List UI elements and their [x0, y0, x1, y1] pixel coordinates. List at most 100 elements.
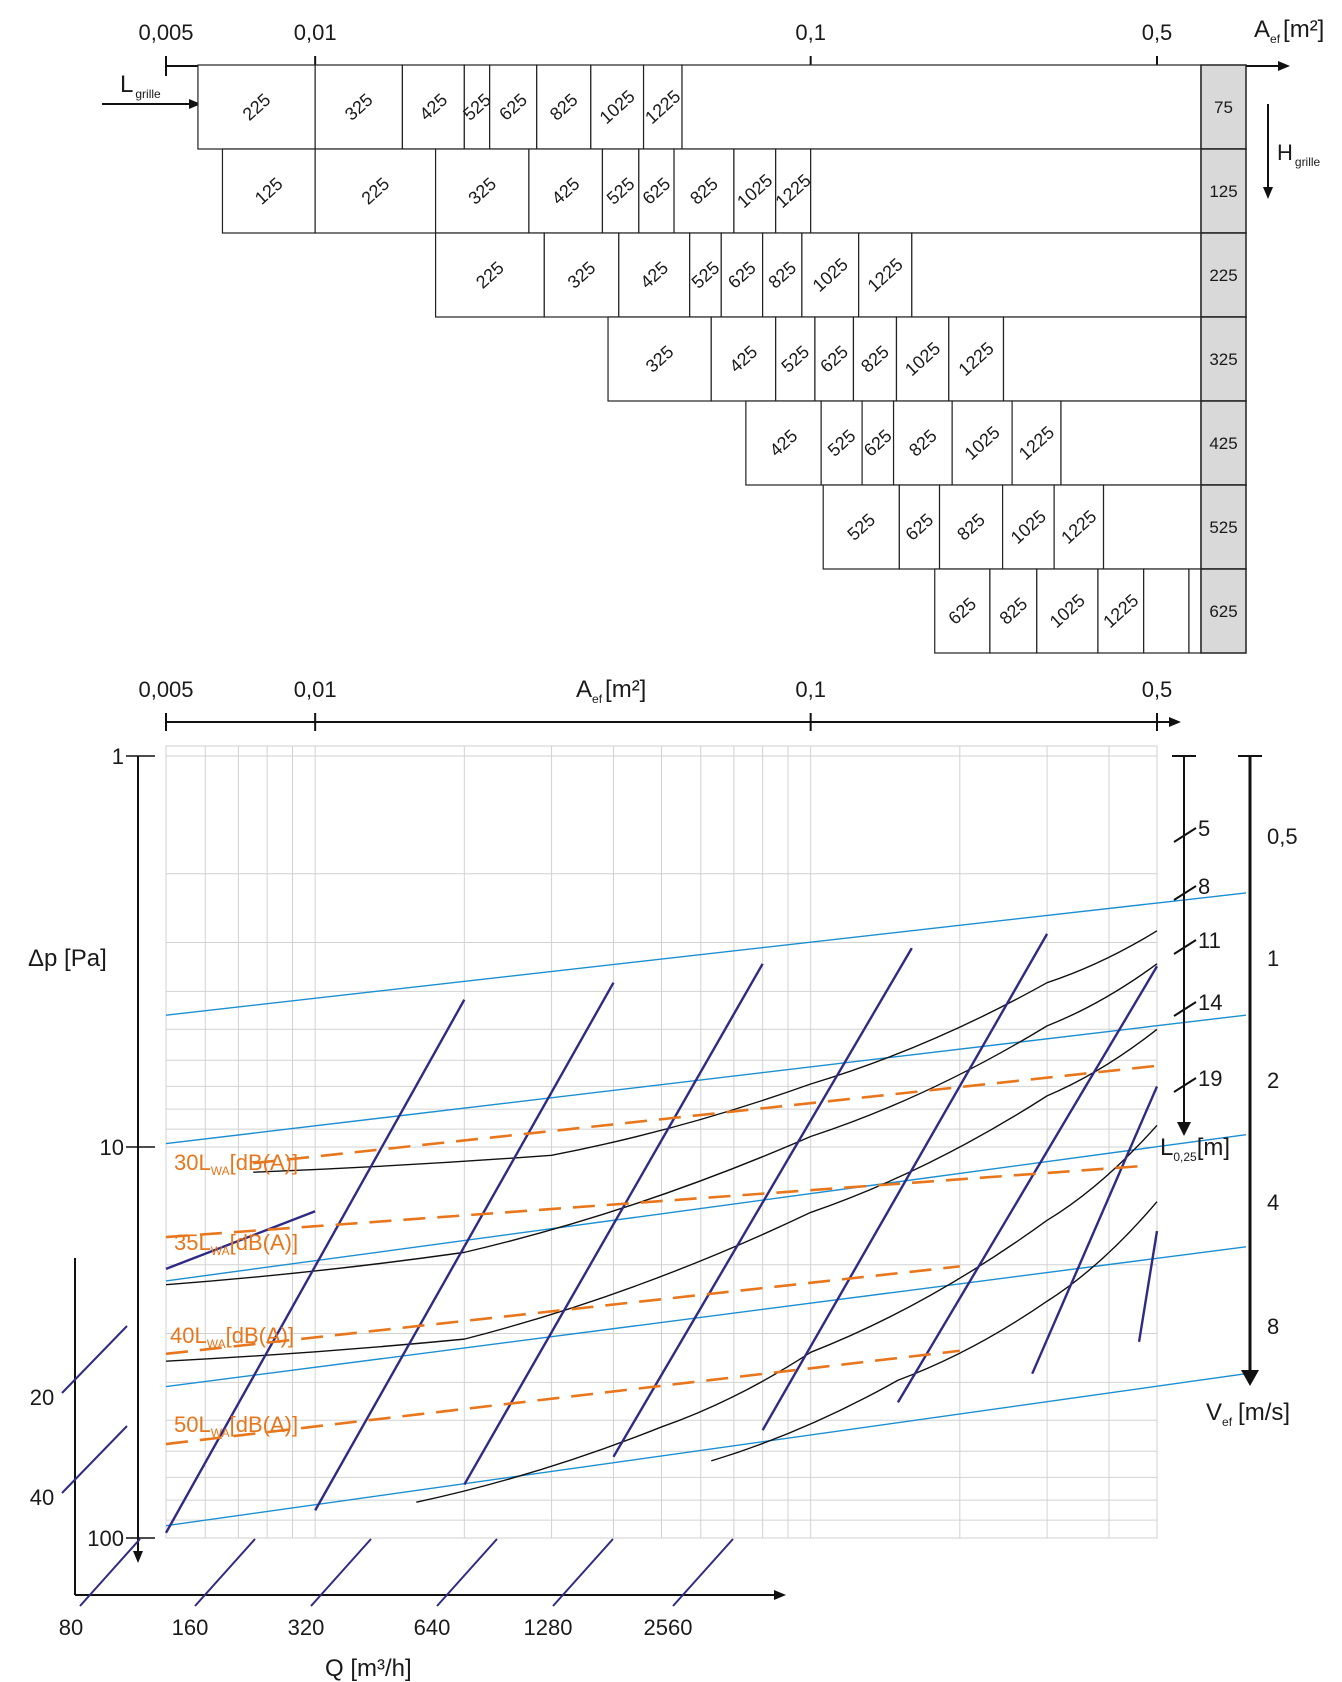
flow-tick-label: 640: [414, 1615, 451, 1640]
grille-height-value: 75: [1214, 98, 1233, 117]
grille-cell: [434, 148, 530, 234]
velocity-line-extension: [1156, 1246, 1247, 1260]
throw-tick-mark: [1173, 939, 1197, 955]
velocity-line: [165, 1146, 1158, 1282]
grille-empty-cell: [1002, 316, 1202, 402]
throw-curve: [711, 1201, 1158, 1462]
velocity-scale: 0,5 1 2 4 8 Vef [m/s]: [1206, 755, 1298, 1429]
grille-cell: [745, 400, 822, 486]
flow-line: [314, 982, 615, 1511]
velocity-lines: [165, 892, 1247, 1527]
noise-line: [165, 1164, 1140, 1239]
grille-height-cell: [1200, 568, 1247, 654]
flow-line: [612, 947, 913, 1458]
pressure-axis-label: Δp [Pa]: [28, 945, 107, 972]
mid-area-ticks: 0,005 0,01 0,1 0,5: [138, 677, 1172, 731]
throw-tick-mark: [1173, 1077, 1197, 1093]
grille-height-cell: [1200, 232, 1247, 318]
flow-line: [896, 965, 1159, 1404]
flow-axis: 80 160 320 640 1280 2560 20 40 Q [m³/h]: [30, 1258, 786, 1682]
grille-height-cell: [1200, 400, 1247, 486]
velocity-line: [165, 902, 1158, 1016]
grille-cell: [989, 568, 1038, 654]
grille-height-value: 425: [1209, 434, 1237, 453]
grille-cell: [895, 316, 950, 402]
noise-line: [165, 1265, 960, 1356]
flow-tick-slash: [436, 1538, 498, 1607]
velocity-line-extension: [1156, 1133, 1247, 1148]
velocity-line: [165, 1385, 1158, 1527]
grille-height-value: 325: [1209, 350, 1237, 369]
throw-scale: 5 8 11 14 19 L0,25[m]: [1160, 755, 1230, 1164]
grille-empty-cell: [1102, 484, 1202, 570]
velocity-line-extension: [1156, 1014, 1247, 1027]
flow-tick-slash: [552, 1538, 614, 1607]
throw-tick-mark: [1173, 885, 1197, 901]
flow-tick-label: 1280: [524, 1615, 573, 1640]
grille-cell: [673, 148, 735, 234]
pressure-axis: 1 10 100 Δp [Pa]: [28, 744, 155, 1563]
grille-cell: [590, 64, 645, 150]
velocity-scale-label: Vef [m/s]: [1206, 1399, 1290, 1429]
mid-tick-label: 0,5: [1142, 677, 1173, 702]
flow-line: [165, 1210, 316, 1271]
flow-tick-slash: [79, 1538, 141, 1607]
flow-line: [164, 999, 466, 1534]
noise-lines: [165, 1064, 1158, 1446]
grille-height-value: 525: [1209, 518, 1237, 537]
flow-tick-label: 40: [30, 1485, 54, 1510]
grille-cell: [861, 400, 895, 486]
throw-curve: [253, 930, 1158, 1173]
throw-curve: [416, 1124, 1158, 1503]
throw-tick-mark: [1173, 827, 1197, 843]
top-area-label: Aef [m²]: [1254, 16, 1324, 46]
velocity-tick-label: 1: [1267, 946, 1279, 971]
throw-curve: [165, 1028, 1158, 1362]
pressure-tick-label: 10: [100, 1135, 124, 1160]
grille-cell: [710, 316, 777, 402]
grille-height-cell: [1200, 316, 1247, 402]
velocity-tick-label: 2: [1267, 1068, 1279, 1093]
grille-cell: [1143, 568, 1190, 654]
flow-tick-slash: [194, 1538, 256, 1607]
throw-scale-label: L0,25[m]: [1160, 1134, 1230, 1164]
noise-label-35: 35LWA[dB(A)]: [174, 1230, 298, 1258]
noise-line: [253, 1064, 1158, 1165]
noise-label-50: 50LWA[dB(A)]: [174, 1412, 298, 1440]
grille-empty-cell: [681, 64, 1202, 150]
grille-cell: [642, 64, 683, 150]
grille-cell: [1011, 400, 1062, 486]
grille-cell: [822, 484, 900, 570]
velocity-tick-label: 8: [1267, 1314, 1279, 1339]
grille-cell: [434, 232, 545, 318]
grille-empty-cell: [1188, 568, 1202, 654]
grille-empty-cell: [810, 148, 1202, 234]
pressure-tick-label: 1: [112, 744, 124, 769]
grille-cell: [638, 148, 675, 234]
flow-tick-label: 80: [59, 1615, 83, 1640]
mid-tick-label: 0,1: [795, 677, 826, 702]
flow-tick-label: 160: [172, 1615, 209, 1640]
grille-height-value: 225: [1209, 266, 1237, 285]
grille-cell: [775, 316, 816, 402]
velocity-ticks: 0,5 1 2 4 8: [1267, 824, 1298, 1339]
throw-tick-label: 19: [1198, 1066, 1222, 1091]
throw-tick-label: 5: [1198, 816, 1210, 841]
plot-grid: [165, 745, 1158, 1539]
noise-label-30: 30LWA[dB(A)]: [174, 1150, 298, 1178]
top-tick-label: 0,005: [138, 20, 193, 45]
grille-cell: [528, 148, 604, 234]
flow-tick-label: 20: [30, 1385, 54, 1410]
noise-line: [165, 1349, 960, 1446]
grille-cell: [689, 232, 722, 318]
throw-curves: [165, 930, 1158, 1503]
grille-cell: [934, 568, 991, 654]
top-tick-label: 0,1: [795, 20, 826, 45]
flow-line: [1031, 1085, 1159, 1375]
throw-tick-label: 14: [1198, 990, 1222, 1015]
mid-area-scale: 0,005 0,01 0,1 0,5 Aef [m²]: [138, 676, 1181, 731]
